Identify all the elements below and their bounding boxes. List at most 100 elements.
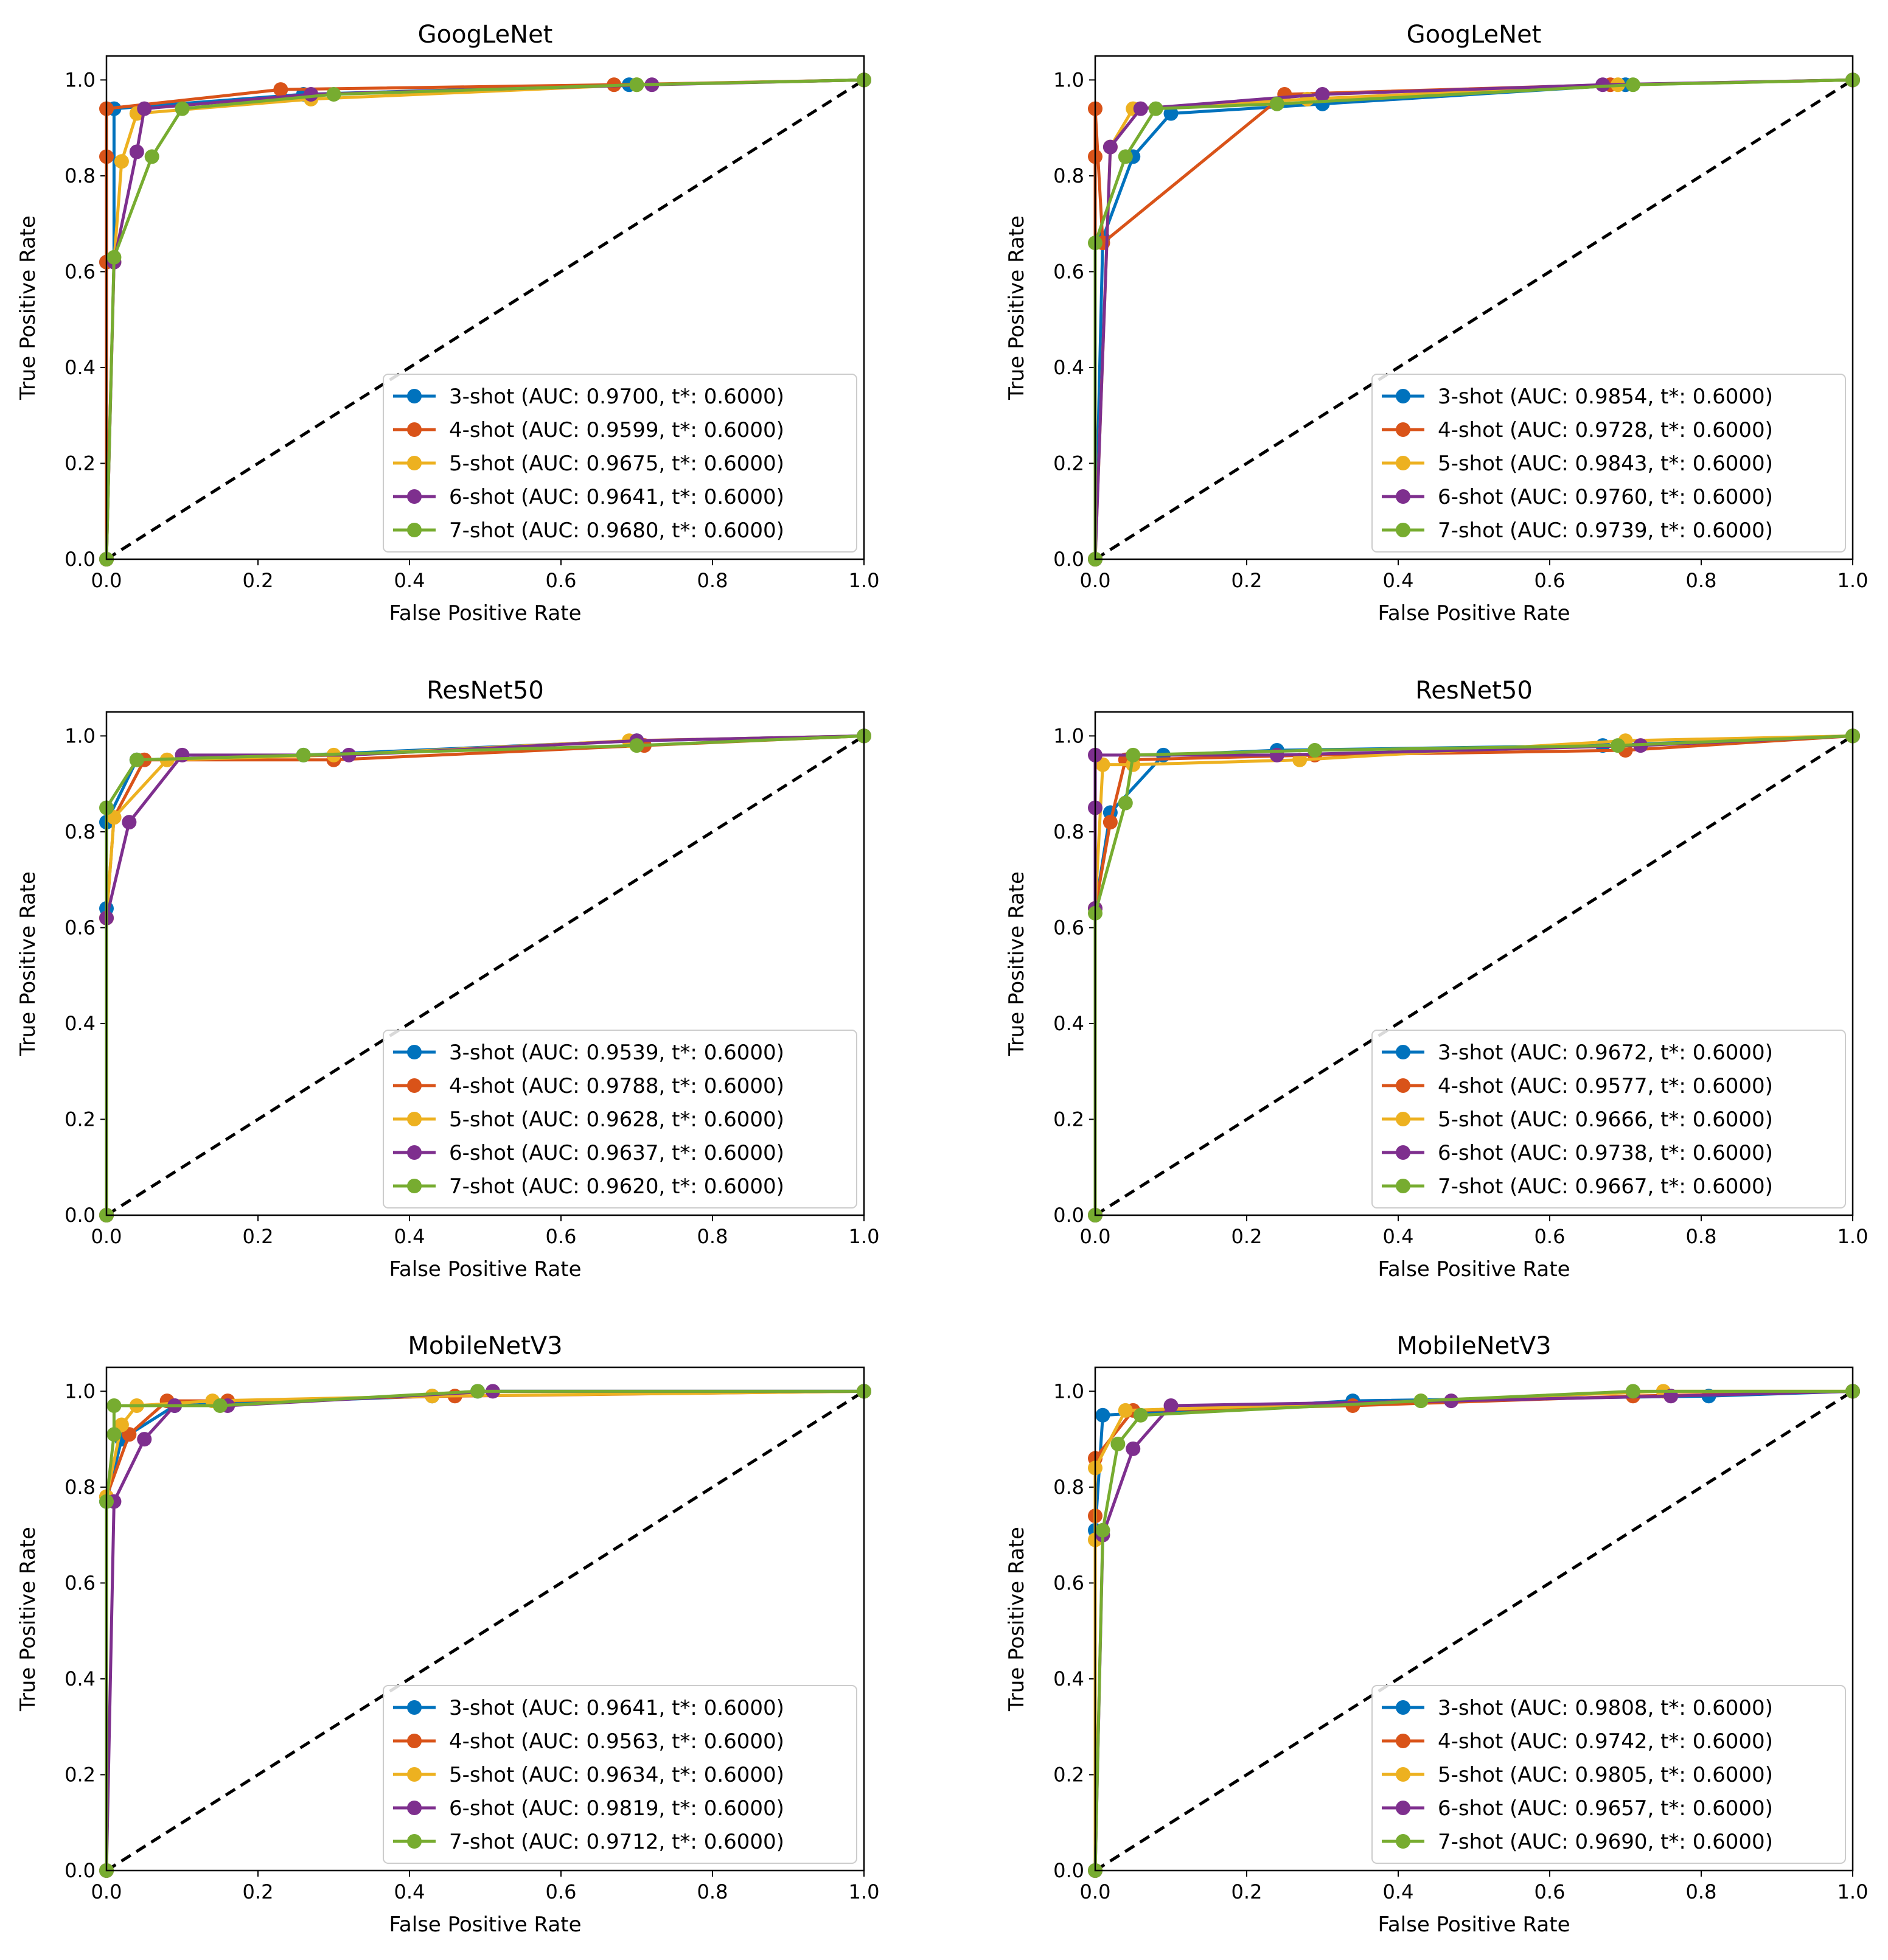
chart-2-legend-7-shot-marker [1396,523,1410,537]
chart-3-ytick-label: 0.2 [64,1107,96,1131]
chart-1-series-7-shot-point [106,249,122,265]
chart-6-panel: MobileNetV3 0.0 0.2 0.4 0.6 0.8 1.0 0.0 0.2 0.4 0.… [1005,1332,1868,1937]
chart-4-ytick-label: 0.0 [1053,1204,1084,1227]
chart-5-legend-3-shot-label: 3-shot (AUC: 0.9641, t*: 0.6000) [449,1696,784,1720]
chart-4-legend-7-shot-marker [1396,1179,1410,1193]
chart-5-series-7-shot-point [106,1398,122,1414]
chart-4-legend: 3-shot (AUC: 0.9672, t*: 0.6000) 4-shot (… [1371,1030,1846,1208]
chart-5-legend-4-shot-marker [407,1734,422,1748]
chart-2-xtick-label: 0.4 [1383,569,1414,592]
chart-3-legend-6-shot-marker [407,1145,422,1160]
chart-1-xtick-label: 0.4 [394,569,425,592]
chart-1-legend-5-shot-marker [407,456,422,470]
chart-1-series-7-shot-point [144,149,159,164]
chart-6-title: MobileNetV3 [1396,1332,1551,1360]
chart-1-series-6-shot-point [137,101,152,116]
chart-1-legend-6-shot-marker [407,489,422,504]
chart-1-series-7-shot-point [326,87,341,102]
chart-6-series-6-shot-point [1126,1441,1141,1456]
chart-2-series-7-shot-point [1625,77,1640,92]
chart-6-series-5-shot-point [1118,1403,1133,1418]
chart-4-xtick-label: 0.0 [1080,1225,1111,1248]
chart-6-series-7-shot-point [1133,1407,1148,1423]
chart-2-xtick-label: 1.0 [1837,569,1869,592]
chart-2-legend-6-shot-label: 6-shot (AUC: 0.9760, t*: 0.6000) [1438,485,1773,509]
chart-6-legend-7-shot-marker [1396,1834,1410,1849]
chart-5-legend-box [383,1685,857,1864]
chart-4-xlabel: False Positive Rate [1378,1257,1570,1282]
chart-1-series-4-shot-point [273,82,288,97]
chart-4-xtick-label: 0.8 [1686,1225,1717,1248]
chart-4-legend-4-shot-marker [1396,1078,1410,1093]
chart-1-series-6-shot-point [129,144,144,159]
chart-5-xtick-label: 0.0 [91,1880,122,1903]
chart-6-legend-5-shot-label: 5-shot (AUC: 0.9805, t*: 0.6000) [1438,1763,1773,1787]
chart-2-series-3-shot-point [1163,106,1179,121]
chart-1-series-5-shot-point [114,154,129,169]
chart-4-xtick-label: 1.0 [1837,1225,1869,1248]
chart-6-legend: 3-shot (AUC: 0.9808, t*: 0.6000) 4-shot (… [1371,1685,1846,1864]
chart-5-title: MobileNetV3 [408,1332,562,1360]
chart-6-legend-7-shot-label: 7-shot (AUC: 0.9690, t*: 0.6000) [1438,1830,1773,1854]
chart-3-legend-3-shot-marker [407,1045,422,1059]
chart-5-series-6-shot-point [137,1432,152,1447]
chart-1-xlabel: False Positive Rate [389,601,582,626]
chart-5-ytick-label: 1.0 [64,1379,96,1403]
chart-3-series-7-shot-point [129,752,144,767]
chart-2-series-7-shot-point [1118,149,1133,164]
chart-5-ylabel: True Positive Rate [16,1527,40,1712]
chart-6-ylabel: True Positive Rate [1005,1527,1029,1712]
chart-5-ytick-label: 0.6 [64,1571,96,1594]
chart-5-legend-3-shot-marker [407,1700,422,1715]
chart-2-ytick-label: 0.6 [1053,260,1084,283]
chart-6-xtick-label: 0.4 [1383,1880,1414,1903]
chart-6-legend-box [1371,1685,1846,1864]
chart-2-diagonal-line [1094,78,1854,561]
chart-4-ytick-label: 0.8 [1053,820,1084,843]
chart-5-panel: MobileNetV3 0.0 0.2 0.4 0.6 0.8 1.0 0.0 0.2 0.4 0.… [16,1332,879,1937]
chart-3-xlabel: False Positive Rate [389,1257,582,1282]
chart-5-ytick-label: 0.8 [64,1476,96,1499]
chart-4-legend-7-shot-label: 7-shot (AUC: 0.9667, t*: 0.6000) [1438,1174,1773,1199]
chart-2-panel: GoogLeNet 0.0 0.2 0.4 0.6 0.8 1.0 0.0 0.2 0.4 0.6 0… [1005,21,1868,626]
chart-5-ytick-label: 0.0 [64,1859,96,1882]
chart-5-legend-5-shot-marker [407,1767,422,1782]
chart-3-xtick-label: 0.6 [546,1225,577,1248]
chart-2-legend-5-shot-label: 5-shot (AUC: 0.9843, t*: 0.6000) [1438,452,1773,476]
chart-2-ytick-label: 0.4 [1053,356,1084,379]
chart-1-xtick-label: 0.8 [697,569,728,592]
chart-4-legend-3-shot-label: 3-shot (AUC: 0.9672, t*: 0.6000) [1438,1041,1773,1065]
chart-3-xtick-label: 0.2 [243,1225,274,1248]
chart-1-ytick-label: 0.0 [64,548,96,571]
chart-4-legend-5-shot-marker [1396,1112,1410,1126]
chart-1-diagonal-line [105,78,865,561]
chart-2-legend-box [1371,374,1846,553]
chart-4-series-7-shot-point [1126,747,1141,762]
chart-1-legend-7-shot-marker [407,523,422,537]
chart-2-xtick-label: 0.2 [1231,569,1263,592]
chart-6-series-6-shot-point [1163,1398,1179,1414]
chart-1-series-6-shot-point [304,87,319,102]
chart-5-xtick-label: 1.0 [849,1880,880,1903]
chart-4-legend-5-shot-label: 5-shot (AUC: 0.9666, t*: 0.6000) [1438,1107,1773,1132]
chart-3-ytick-label: 0.4 [64,1012,96,1035]
chart-6-xtick-label: 0.0 [1080,1880,1111,1903]
chart-1-series-7-shot-point [175,101,190,116]
chart-6-xtick-label: 0.6 [1534,1880,1566,1903]
chart-2-series-7-shot-point [1148,101,1163,116]
chart-1-legend-7-shot-label: 7-shot (AUC: 0.9680, t*: 0.6000) [449,518,784,543]
chart-1-ytick-label: 0.4 [64,356,96,379]
chart-3-ytick-label: 0.8 [64,820,96,843]
chart-6-ytick-label: 0.4 [1053,1667,1084,1690]
chart-2-xlabel: False Positive Rate [1378,601,1570,626]
chart-2-xtick-label: 0.0 [1080,569,1111,592]
chart-2-legend-4-shot-label: 4-shot (AUC: 0.9728, t*: 0.6000) [1438,418,1773,442]
chart-1-legend-3-shot-marker [407,389,422,403]
chart-3-ytick-label: 0.6 [64,916,96,939]
chart-6-legend-3-shot-label: 3-shot (AUC: 0.9808, t*: 0.6000) [1438,1696,1773,1720]
chart-6-axes-frame [1094,1366,1854,1872]
chart-5-legend-5-shot-label: 5-shot (AUC: 0.9634, t*: 0.6000) [449,1763,784,1787]
chart-1-ytick-label: 0.2 [64,452,96,475]
chart-3-diagonal-line [105,734,865,1217]
chart-4-legend-6-shot-marker [1396,1145,1410,1160]
